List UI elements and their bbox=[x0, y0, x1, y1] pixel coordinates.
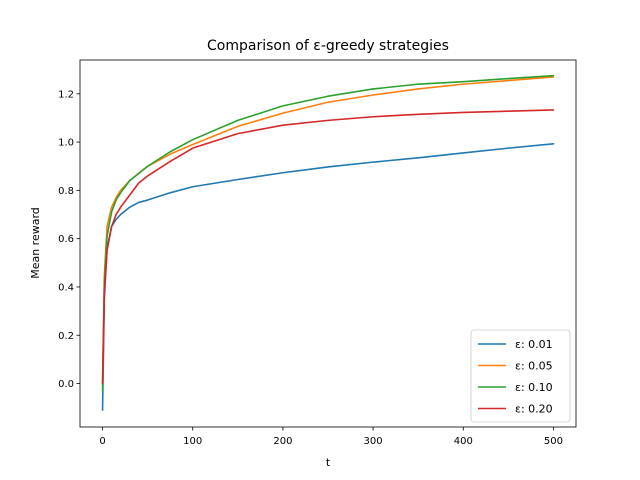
x-tick-label-4: 400 bbox=[454, 436, 473, 447]
y-tick-label-6: 1.2 bbox=[58, 89, 74, 100]
y-tick-label-5: 1.0 bbox=[58, 138, 74, 149]
x-tick-label-5: 500 bbox=[544, 436, 563, 447]
x-tick-label-1: 100 bbox=[183, 436, 202, 447]
y-tick-label-4: 0.8 bbox=[58, 186, 74, 197]
y-tick-label-0: 0.0 bbox=[58, 379, 74, 390]
series-line-1 bbox=[101, 76, 555, 385]
legend-label-3: ε: 0.20 bbox=[515, 403, 553, 416]
legend-label-2: ε: 0.10 bbox=[515, 381, 553, 394]
y-tick-label-3: 0.6 bbox=[58, 234, 74, 245]
x-tick-label-0: 0 bbox=[99, 436, 105, 447]
x-axis-label: t bbox=[326, 456, 331, 469]
y-axis-label: Mean reward bbox=[29, 207, 42, 279]
x-tick-label-3: 300 bbox=[364, 436, 383, 447]
x-tick-label-2: 200 bbox=[273, 436, 292, 447]
legend-label-0: ε: 0.01 bbox=[515, 338, 553, 351]
chart-title: Comparison of ε-greedy strategies bbox=[207, 38, 449, 54]
plot-frame bbox=[79, 59, 577, 428]
y-tick-label-2: 0.4 bbox=[58, 282, 74, 293]
legend-box bbox=[470, 329, 571, 423]
series-line-3 bbox=[101, 109, 555, 385]
series-line-2 bbox=[101, 74, 555, 392]
legend-label-1: ε: 0.05 bbox=[515, 360, 553, 373]
y-tick-label-1: 0.2 bbox=[58, 331, 74, 342]
